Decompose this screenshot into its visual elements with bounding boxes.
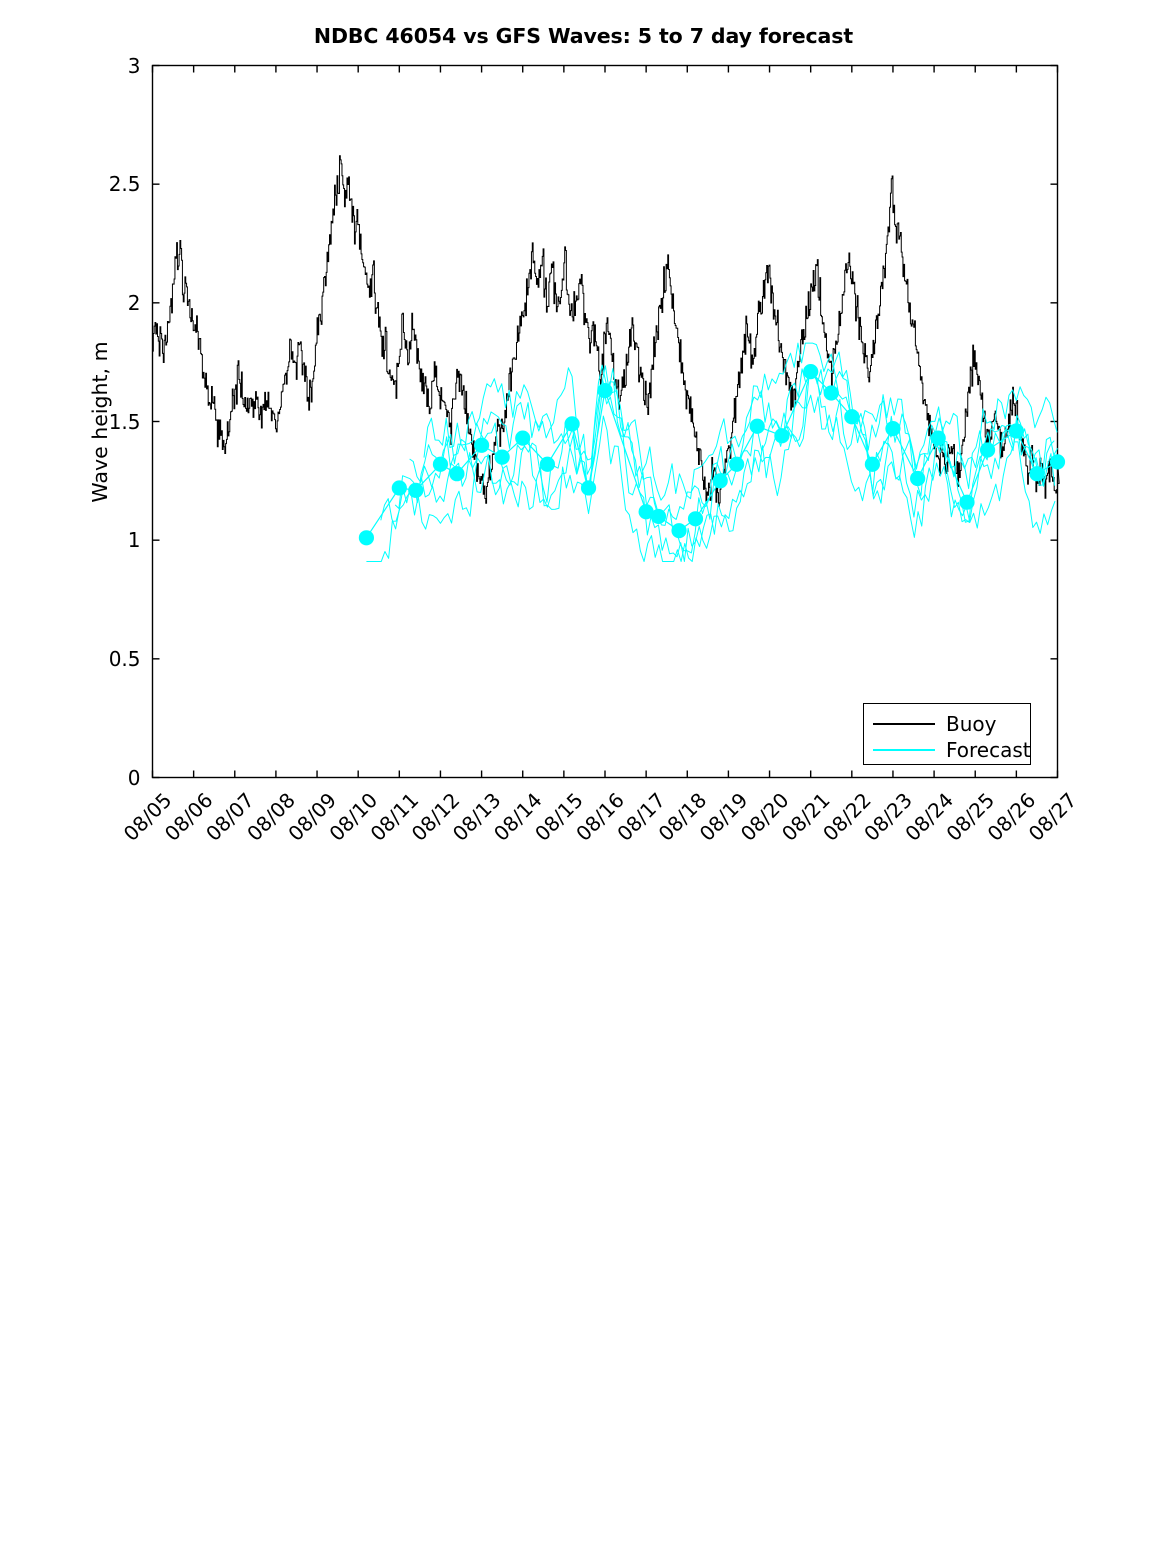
forecast-marker [1029,466,1044,481]
forecast-marker [449,466,464,481]
legend: Buoy Forecast [863,703,1031,765]
forecast-marker [359,530,374,545]
forecast-marker [713,473,728,488]
forecast-marker [433,457,448,472]
forecast-marker [729,457,744,472]
forecast-marker [910,471,925,486]
forecast-marker [540,457,555,472]
forecast-marker [774,428,789,443]
forecast-marker [392,480,407,495]
forecast-marker [844,409,859,424]
legend-item[interactable]: Buoy [864,711,1032,737]
legend-swatch-forecast [873,749,935,751]
legend-label: Forecast [946,740,1031,760]
forecast-marker [959,495,974,510]
y-tick-label: 0.5 [109,647,141,671]
forecast-runs [366,343,1057,561]
forecast-marker [564,416,579,431]
forecast-marker [931,431,946,446]
y-tick-label: 3 [128,54,141,78]
legend-item[interactable]: Forecast [864,737,1032,763]
forecast-marker [408,483,423,498]
forecast-marker [824,385,839,400]
forecast-marker [750,419,765,434]
forecast-marker [671,523,686,538]
y-tick-label: 2.5 [109,172,141,196]
y-tick-label: 0 [128,766,141,790]
forecast-marker [581,480,596,495]
forecast-marker [597,383,612,398]
forecast-marker [803,364,818,379]
y-tick-label: 1 [128,528,141,552]
forecast-marker [980,442,995,457]
forecast-marker [885,421,900,436]
y-tick-label: 2 [128,291,141,315]
y-tick-label: 1.5 [109,410,141,434]
forecast-marker [495,450,510,465]
chart-figure: NDBC 46054 vs GFS Waves: 5 to 7 day fore… [0,0,1167,875]
forecast-marker [1009,423,1024,438]
forecast-marker [688,511,703,526]
forecast-marker [515,431,530,446]
forecast-marker [865,457,880,472]
forecast-marker [651,509,666,524]
legend-swatch-buoy [873,723,935,725]
forecast-run-trace [366,395,1055,561]
legend-label: Buoy [946,714,996,734]
forecast-marker [1050,454,1065,469]
forecast-marker [474,438,489,453]
